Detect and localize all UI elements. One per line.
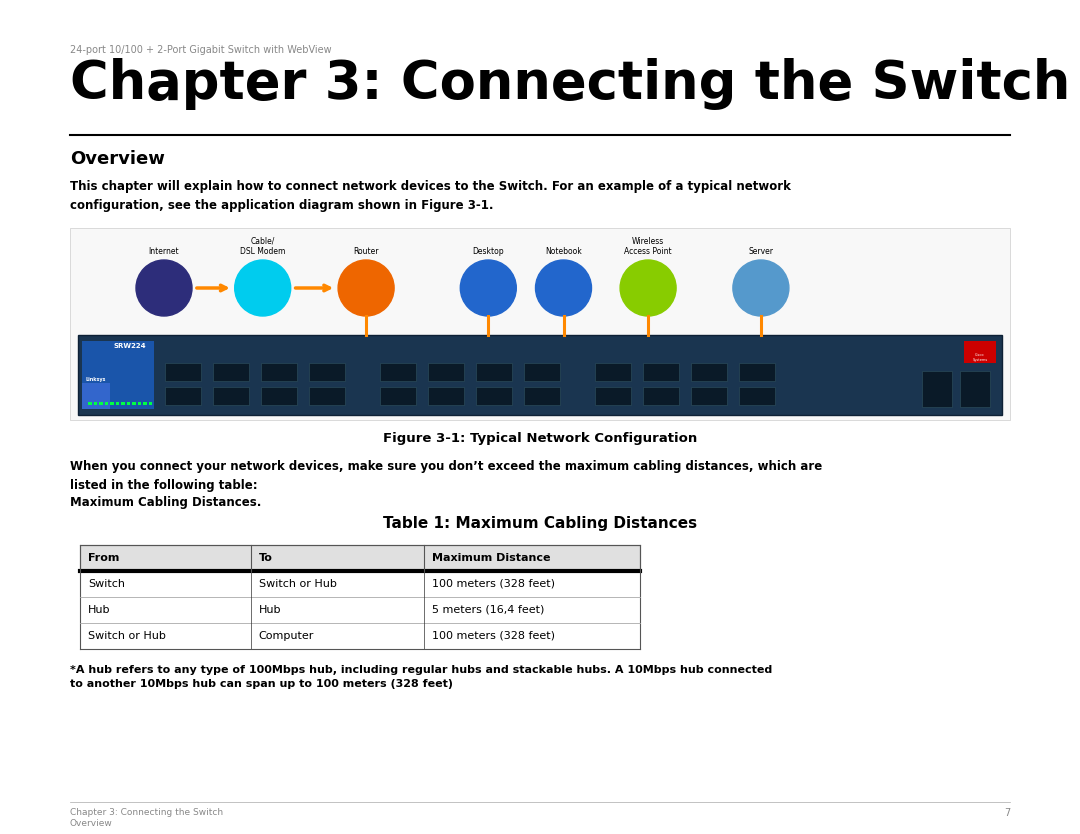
Bar [261, 387, 297, 405]
Bar [213, 363, 249, 381]
Text: Table 1: Maximum Cabling Distances: Table 1: Maximum Cabling Distances [383, 516, 697, 531]
Bar [960, 371, 990, 407]
Circle shape [620, 260, 676, 316]
Bar [165, 387, 201, 405]
Circle shape [234, 260, 291, 316]
Text: Overview: Overview [70, 819, 112, 828]
Bar [524, 363, 561, 381]
Bar [82, 341, 154, 409]
Bar [261, 363, 297, 381]
Bar [739, 387, 775, 405]
Bar [87, 402, 92, 405]
Bar [80, 545, 640, 571]
Bar [165, 363, 201, 381]
Bar [524, 387, 561, 405]
Text: SRW224: SRW224 [113, 343, 146, 349]
Bar [643, 363, 679, 381]
Circle shape [536, 260, 592, 316]
Circle shape [460, 260, 516, 316]
Text: Cisco
Systems: Cisco Systems [972, 353, 987, 362]
Text: Computer: Computer [259, 631, 314, 641]
Bar [309, 387, 345, 405]
Bar [116, 402, 119, 405]
Bar [595, 387, 631, 405]
Text: From: From [87, 553, 120, 563]
Bar [99, 402, 103, 405]
Bar [80, 623, 640, 649]
Bar [143, 402, 147, 405]
Text: Overview: Overview [70, 150, 165, 168]
Text: Figure 3-1: Typical Network Configuration: Figure 3-1: Typical Network Configuratio… [383, 432, 697, 445]
Text: Chapter 3: Connecting the Switch: Chapter 3: Connecting the Switch [70, 58, 1070, 110]
Text: Internet: Internet [149, 247, 179, 256]
Bar [137, 402, 141, 405]
Bar [149, 402, 152, 405]
Bar [94, 402, 97, 405]
Bar [213, 387, 249, 405]
Bar [78, 335, 1002, 415]
Circle shape [136, 260, 192, 316]
Text: When you connect your network devices, make sure you don’t exceed the maximum ca: When you connect your network devices, m… [70, 460, 822, 491]
Text: 100 meters (328 feet): 100 meters (328 feet) [432, 579, 555, 589]
Bar [105, 402, 108, 405]
Text: Hub: Hub [259, 605, 281, 615]
Text: 24-port 10/100 + 2-Port Gigabit Switch with WebView: 24-port 10/100 + 2-Port Gigabit Switch w… [70, 45, 332, 55]
Bar [380, 387, 416, 405]
Text: Server: Server [748, 247, 773, 256]
Bar [428, 363, 464, 381]
Bar [476, 387, 512, 405]
Bar [121, 402, 124, 405]
Text: Switch or Hub: Switch or Hub [259, 579, 337, 589]
Text: Switch or Hub: Switch or Hub [87, 631, 166, 641]
Bar [922, 371, 951, 407]
Bar [309, 363, 345, 381]
Bar [126, 402, 130, 405]
Bar [643, 387, 679, 405]
Text: Notebook: Notebook [545, 247, 582, 256]
Bar [70, 228, 1010, 420]
Bar [428, 387, 464, 405]
Bar [964, 341, 996, 363]
Text: 100 meters (328 feet): 100 meters (328 feet) [432, 631, 555, 641]
Bar [132, 402, 135, 405]
Bar [380, 363, 416, 381]
Bar [476, 363, 512, 381]
Text: *A hub refers to any type of 100Mbps hub, including regular hubs and stackable h: *A hub refers to any type of 100Mbps hub… [70, 665, 772, 690]
Bar [595, 363, 631, 381]
Bar [691, 387, 727, 405]
Circle shape [338, 260, 394, 316]
Bar [80, 597, 640, 623]
Text: Maximum Cabling Distances.: Maximum Cabling Distances. [70, 496, 261, 509]
Text: Linksys: Linksys [85, 377, 106, 382]
Circle shape [733, 260, 788, 316]
Text: Maximum Distance: Maximum Distance [432, 553, 551, 563]
Text: To: To [259, 553, 272, 563]
Text: Switch: Switch [87, 579, 125, 589]
Text: Router: Router [353, 247, 379, 256]
Text: Chapter 3: Connecting the Switch: Chapter 3: Connecting the Switch [70, 808, 224, 817]
Text: 5 meters (16,4 feet): 5 meters (16,4 feet) [432, 605, 544, 615]
Bar [691, 363, 727, 381]
Text: Cable/
DSL Modem: Cable/ DSL Modem [240, 237, 285, 256]
Text: 7: 7 [1003, 808, 1010, 818]
Text: Desktop: Desktop [472, 247, 504, 256]
Text: This chapter will explain how to connect network devices to the Switch. For an e: This chapter will explain how to connect… [70, 180, 791, 212]
Bar [82, 383, 110, 409]
Bar [110, 402, 113, 405]
Bar [80, 571, 640, 597]
Text: Wireless
Access Point: Wireless Access Point [624, 237, 672, 256]
Bar [739, 363, 775, 381]
Text: Hub: Hub [87, 605, 110, 615]
